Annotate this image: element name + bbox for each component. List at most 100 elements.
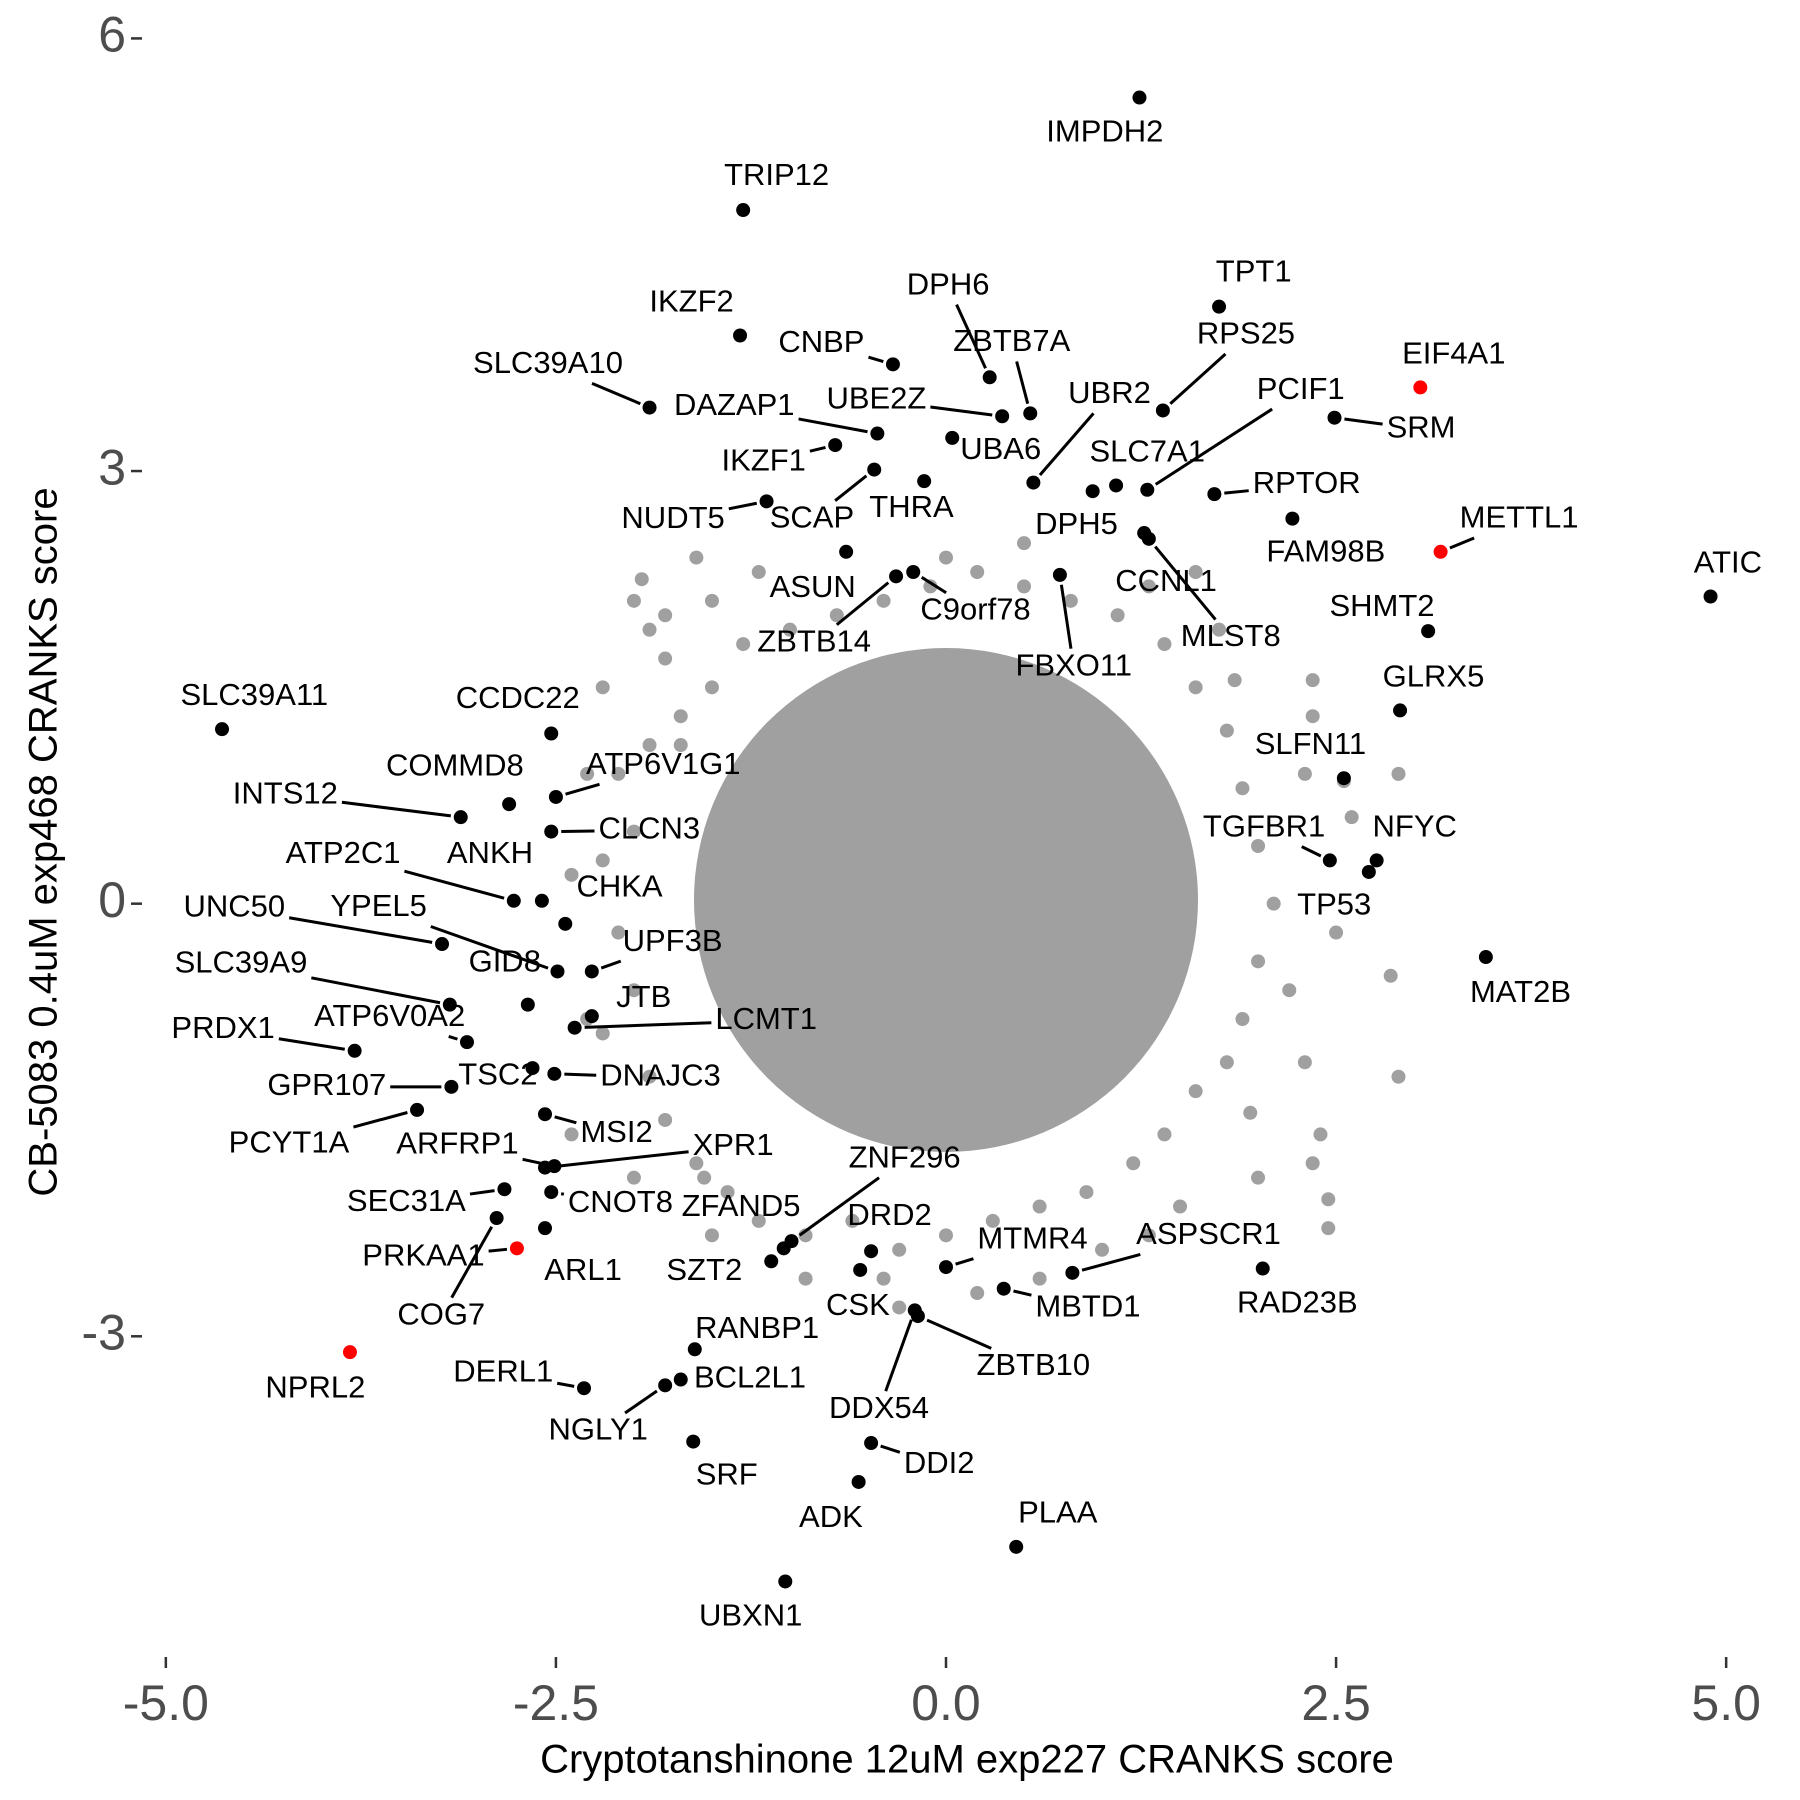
leader-line xyxy=(554,1115,577,1125)
labeled-point xyxy=(567,1020,582,1035)
point-label: RANBP1 xyxy=(695,1310,819,1345)
leader-line xyxy=(1059,584,1073,649)
labeled-point xyxy=(778,1574,793,1589)
leader-line xyxy=(1344,417,1383,426)
background-point xyxy=(611,766,626,781)
background-point xyxy=(923,579,938,594)
leader-line xyxy=(798,1176,880,1237)
labeled-point xyxy=(520,997,535,1012)
point-label: NGLY1 xyxy=(549,1412,648,1447)
point-label: CCDC22 xyxy=(456,680,580,715)
leader-line xyxy=(1224,489,1249,495)
y-tick-label: 0 xyxy=(98,872,126,928)
point-label: COG7 xyxy=(397,1296,485,1331)
point-label: TGFBR1 xyxy=(1203,808,1325,843)
point-label: XPR1 xyxy=(693,1127,774,1162)
background-point xyxy=(939,1228,953,1243)
labeled-point xyxy=(839,544,854,559)
labeled-point xyxy=(1085,484,1100,499)
background-point xyxy=(1079,1185,1094,1200)
background-point xyxy=(1321,1221,1336,1236)
labeled-point xyxy=(776,1241,791,1256)
x-axis-title: Cryptotanshinone 12uM exp227 CRANKS scor… xyxy=(540,1738,1394,1782)
leader-line xyxy=(835,581,890,626)
labeled-point xyxy=(864,1244,879,1259)
background-point xyxy=(1297,766,1312,781)
leader-line xyxy=(955,304,987,369)
point-label: TP53 xyxy=(1297,887,1371,922)
labeled-point xyxy=(867,462,882,477)
background-point xyxy=(697,1170,712,1185)
leader-line xyxy=(880,1444,901,1454)
background-point xyxy=(1188,564,1203,579)
leader-line xyxy=(1081,1252,1141,1272)
point-label: SHMT2 xyxy=(1329,588,1434,623)
background-point xyxy=(1227,673,1242,688)
leader-line xyxy=(600,959,622,970)
labeled-point xyxy=(1009,1539,1024,1554)
background-point xyxy=(704,593,719,608)
point-label: UBXN1 xyxy=(699,1597,802,1632)
point-label: LCMT1 xyxy=(715,1001,817,1036)
point-label: ASUN xyxy=(770,569,856,604)
background-point xyxy=(564,867,579,882)
background-point xyxy=(1032,1271,1047,1286)
background-point xyxy=(1282,983,1297,998)
leader-line xyxy=(404,869,505,900)
background-point xyxy=(985,1213,1000,1228)
background-point xyxy=(611,925,626,940)
leader-line xyxy=(1038,412,1095,477)
point-label: EIF4A1 xyxy=(1402,335,1505,370)
point-label: PCYT1A xyxy=(229,1125,350,1160)
point-label: C9orf78 xyxy=(920,591,1030,626)
labeled-point xyxy=(1478,950,1493,965)
labeled-point xyxy=(538,1221,552,1236)
background-point xyxy=(1297,1055,1312,1070)
labeled-point xyxy=(733,328,748,343)
background-point xyxy=(1305,673,1320,688)
point-label: IKZF1 xyxy=(721,443,805,478)
y-tick-label: -3 xyxy=(82,1305,126,1361)
point-label: THRA xyxy=(869,489,954,524)
background-point xyxy=(1305,1156,1320,1171)
leader-line xyxy=(955,1257,974,1266)
labeled-point xyxy=(547,1066,562,1081)
point-label: YPEL5 xyxy=(330,888,427,923)
background-point xyxy=(580,766,595,781)
labeled-point xyxy=(828,438,843,453)
point-label: IKZF2 xyxy=(649,283,733,318)
point-label: PRDX1 xyxy=(171,1010,274,1045)
point-label: SLC39A10 xyxy=(473,345,623,380)
leader-line xyxy=(488,1247,508,1253)
point-label: ZBTB14 xyxy=(757,623,871,658)
point-label: SLFN11 xyxy=(1255,726,1366,761)
point-label: PRKAA1 xyxy=(362,1238,484,1273)
labeled-point xyxy=(544,726,559,741)
labeled-point xyxy=(1132,90,1147,105)
point-label: MBTD1 xyxy=(1035,1289,1140,1324)
point-label: RAD23B xyxy=(1237,1284,1358,1319)
background-point xyxy=(1157,637,1172,652)
labeled-point xyxy=(577,1381,592,1396)
point-label: ATIC xyxy=(1694,544,1762,579)
point-label: DPH6 xyxy=(907,266,990,301)
labeled-point xyxy=(658,1378,673,1393)
x-tick-label: -2.5 xyxy=(513,1675,599,1731)
x-tick-label: 5.0 xyxy=(1691,1675,1761,1731)
point-label: MSI2 xyxy=(580,1114,652,1149)
leader-line xyxy=(591,382,641,406)
background-point xyxy=(736,637,751,652)
background-point xyxy=(751,1213,766,1228)
labeled-point xyxy=(1109,478,1124,493)
background-point xyxy=(595,853,610,868)
labeled-point xyxy=(889,569,904,584)
y-axis-title: CB-5083 0.4uM exp468 CRANKS score xyxy=(22,487,66,1196)
point-label: MAT2B xyxy=(1470,974,1571,1009)
leader-line xyxy=(926,1318,992,1350)
labeled-point xyxy=(1255,1261,1270,1276)
point-label: COMMD8 xyxy=(386,747,524,782)
leader-line xyxy=(430,925,549,970)
point-label: DPH5 xyxy=(1035,506,1118,541)
point-label: SLC7A1 xyxy=(1089,433,1204,468)
point-label: ZBTB7A xyxy=(953,323,1070,358)
